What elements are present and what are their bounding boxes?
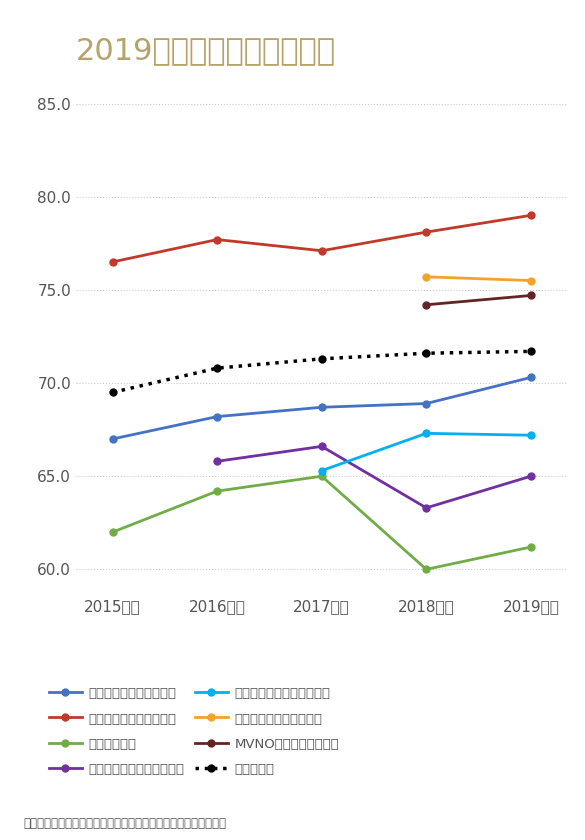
Text: 2019年度　第３回調査結果: 2019年度 第３回調査結果 bbox=[76, 36, 336, 65]
Legend: スーパーマーケット平均, エンタテインメント平均, 携帯電話平均, 電力小売（特別調査）平均, ガス小売（特別調査）平均, 映画館（特別調査）平均, MVNO（: スーパーマーケット平均, エンタテインメント平均, 携帯電話平均, 電力小売（特… bbox=[43, 682, 345, 781]
Text: 各業種の平均には、ランキング対象外調査企業の結果も含みます: 各業種の平均には、ランキング対象外調査企業の結果も含みます bbox=[23, 817, 226, 830]
